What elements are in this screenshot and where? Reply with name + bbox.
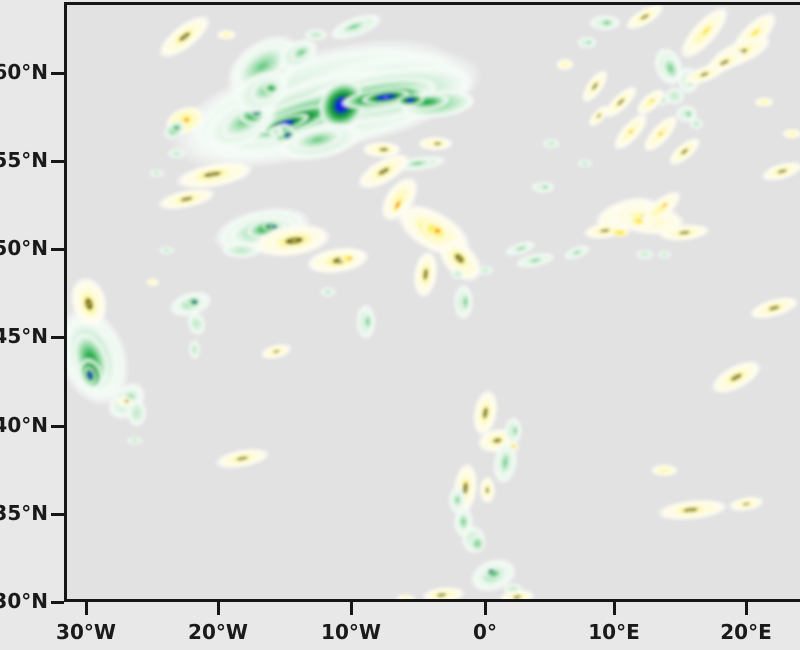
- map-plot-area: [64, 2, 800, 602]
- y-tick-label-40N: 40°N: [0, 413, 48, 437]
- x-tick-label-10W: 10°W: [321, 620, 381, 644]
- y-tick-55N: [51, 160, 64, 163]
- x-tick-label-20E: 20°E: [720, 620, 772, 644]
- y-tick-40N: [51, 425, 64, 428]
- y-tick-50N: [51, 248, 64, 251]
- y-tick-label-35N: 35°N: [0, 501, 48, 525]
- x-tick-0: [484, 602, 487, 615]
- y-tick-30N: [51, 601, 64, 604]
- x-tick-10W: [350, 602, 353, 615]
- x-tick-label-30W: 30°W: [56, 620, 116, 644]
- y-tick-45N: [51, 336, 64, 339]
- y-tick-label-50N: 50°N: [0, 236, 48, 260]
- y-tick-label-45N: 45°N: [0, 324, 48, 348]
- x-tick-label-20W: 20°W: [188, 620, 248, 644]
- x-tick-20E: [745, 602, 748, 615]
- x-tick-30W: [85, 602, 88, 615]
- y-tick-35N: [51, 513, 64, 516]
- y-tick-label-55N: 55°N: [0, 148, 48, 172]
- anomaly-field-canvas: [67, 5, 800, 599]
- x-tick-label-0: 0°: [473, 620, 497, 644]
- x-tick-20W: [217, 602, 220, 615]
- y-tick-label-30N: 30°N: [0, 589, 48, 613]
- x-tick-label-10E: 10°E: [588, 620, 640, 644]
- y-tick-60N: [51, 72, 64, 75]
- x-tick-10E: [613, 602, 616, 615]
- y-tick-label-60N: 60°N: [0, 60, 48, 84]
